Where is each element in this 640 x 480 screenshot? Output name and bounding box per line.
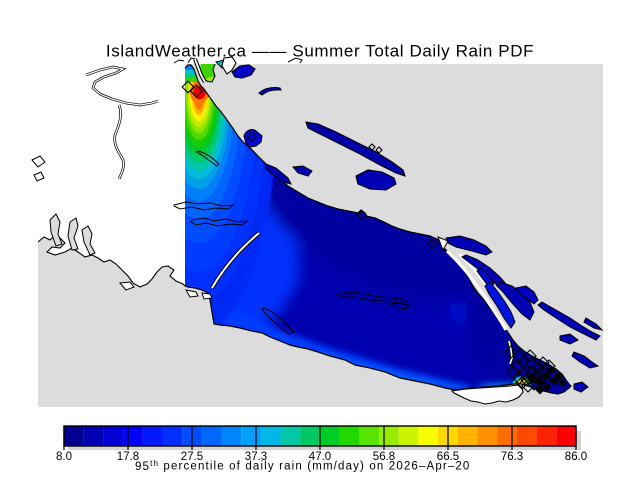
svg-text:37.3: 37.3 bbox=[245, 451, 267, 463]
svg-text:86.0: 86.0 bbox=[565, 451, 587, 463]
svg-text:95th percentile of daily rain: 95th percentile of daily rain (mm/day) o… bbox=[135, 459, 470, 473]
svg-text:66.5: 66.5 bbox=[437, 451, 459, 463]
svg-text:76.3: 76.3 bbox=[501, 451, 523, 463]
svg-text:56.8: 56.8 bbox=[373, 451, 395, 463]
svg-text:IslandWeather.ca —— Summer Tot: IslandWeather.ca —— Summer Total Daily R… bbox=[106, 42, 534, 61]
svg-text:27.5: 27.5 bbox=[181, 451, 203, 463]
svg-text:47.0: 47.0 bbox=[309, 451, 331, 463]
svg-text:8.0: 8.0 bbox=[56, 451, 72, 463]
svg-text:17.8: 17.8 bbox=[117, 451, 139, 463]
